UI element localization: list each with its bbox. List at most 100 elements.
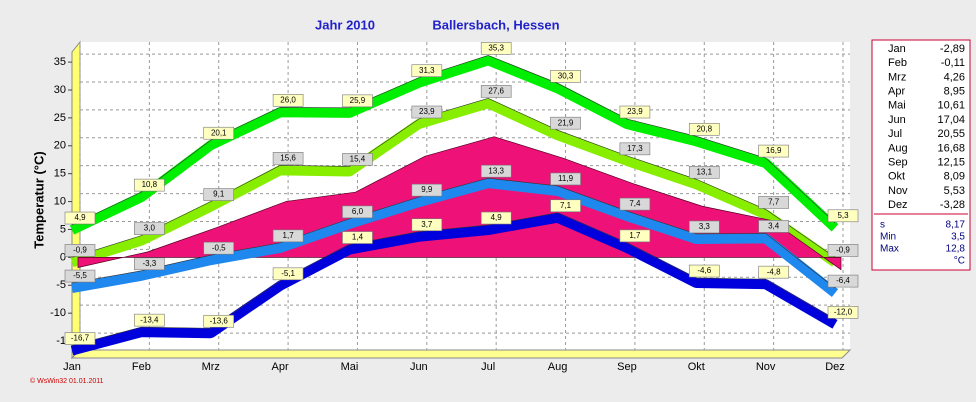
- series-edge: [71, 212, 836, 346]
- value-label: 13,1: [696, 167, 712, 176]
- value-label-box: [64, 332, 96, 345]
- value-label-box: [64, 269, 96, 283]
- panel-month: Okt: [888, 171, 905, 183]
- value-label-box: [827, 209, 859, 223]
- panel-value: 5,53: [944, 185, 965, 197]
- y-tick-label: -10: [50, 307, 66, 319]
- panel-value: 20,55: [937, 128, 965, 140]
- value-label: 1,4: [352, 233, 364, 242]
- chart-subtitle: Ballersbach, Hessen: [432, 17, 559, 32]
- y-tick-label: 20: [54, 140, 66, 152]
- panel-value: -0,11: [941, 57, 965, 69]
- value-label-box: [411, 105, 443, 119]
- panel-stat-value: 12,8: [946, 244, 966, 255]
- value-label-box: [758, 220, 789, 233]
- chart-title: Jahr 2010: [315, 17, 375, 32]
- x-tick-label: Jun: [410, 361, 428, 373]
- y-tick-label: 0: [60, 251, 66, 263]
- y-tick-label: 35: [54, 56, 66, 68]
- series-ribbon: [70, 98, 838, 268]
- value-label-box: [688, 165, 720, 179]
- x-tick-label: Mai: [341, 361, 359, 373]
- value-label-box: [480, 42, 512, 55]
- value-label: 9,9: [421, 185, 433, 194]
- value-label: 13,3: [488, 166, 504, 175]
- value-label: -0,9: [73, 246, 87, 255]
- value-label: 15,4: [350, 155, 366, 164]
- panel-stat-label: Min: [880, 232, 896, 243]
- value-label: -4,6: [697, 266, 711, 275]
- value-label: 27,6: [488, 86, 504, 95]
- value-label: 35,3: [488, 44, 504, 53]
- value-label-box: [134, 313, 165, 327]
- value-label: 1,7: [283, 231, 295, 240]
- y-axis-label: Temperatur (°C): [31, 151, 46, 248]
- value-label-box: [272, 152, 304, 165]
- value-label-box: [619, 197, 651, 211]
- y-tick-label: -5: [56, 279, 66, 291]
- footer: © WsWin32 01.01.2011: [30, 377, 104, 385]
- panel-month: Jan: [888, 43, 906, 55]
- x-tick-label: Jan: [63, 361, 81, 373]
- value-label: 3,4: [768, 222, 780, 231]
- panel-value: 4,26: [944, 71, 965, 83]
- value-label: 31,3: [419, 66, 435, 75]
- value-label: 7,1: [560, 201, 572, 210]
- value-label: -4,8: [767, 267, 781, 276]
- value-label-box: [64, 211, 96, 225]
- panel-stat-value: 8,17: [946, 220, 966, 231]
- value-label: 21,9: [558, 118, 574, 127]
- value-label-box: [134, 222, 165, 235]
- x-tick-label: Okt: [688, 361, 705, 373]
- value-label: 9,1: [213, 190, 225, 199]
- value-label-box: [758, 196, 789, 209]
- value-label-box: [411, 64, 443, 78]
- value-label-box: [758, 144, 789, 158]
- x-tick-label: Nov: [756, 361, 776, 373]
- value-label: 3,7: [421, 220, 433, 229]
- value-label-box: [134, 178, 165, 192]
- stats-panel: [871, 39, 971, 271]
- value-label-box: [411, 183, 443, 197]
- x-tick-label: Aug: [548, 361, 568, 373]
- value-label: 6,0: [352, 207, 364, 216]
- panel-month: Feb: [888, 57, 907, 69]
- value-label-box: [480, 164, 512, 178]
- value-label: 4,9: [491, 213, 503, 222]
- x-tick-label: Mrz: [202, 361, 220, 373]
- panel-value: 12,15: [937, 157, 965, 169]
- floor: [70, 349, 852, 359]
- value-label: 5,3: [837, 211, 849, 220]
- value-label-box: [480, 211, 512, 225]
- panel-value: 8,95: [944, 86, 965, 98]
- panel-month: Apr: [888, 86, 905, 98]
- panel-value: 16,68: [937, 142, 965, 154]
- panel-value: 10,61: [937, 100, 965, 112]
- x-tick-label: Apr: [272, 361, 289, 373]
- value-label-box: [411, 218, 443, 232]
- value-label: 4,9: [74, 213, 86, 222]
- value-label-box: [203, 126, 235, 140]
- value-label: -13,4: [140, 315, 159, 324]
- value-label-box: [272, 94, 304, 107]
- value-label: -0,9: [836, 246, 850, 255]
- value-label-box: [203, 314, 235, 328]
- value-label-box: [550, 70, 581, 83]
- value-label-box: [272, 267, 304, 281]
- panel-month: Mai: [888, 100, 906, 112]
- value-label: 3,0: [144, 224, 156, 233]
- value-label: 7,4: [629, 199, 641, 208]
- panel-stat-value: 3,5: [951, 232, 965, 243]
- value-label-box: [272, 229, 304, 243]
- panel-stat-label: s: [880, 220, 885, 231]
- value-label-box: [688, 123, 720, 136]
- value-label: -13,6: [210, 316, 229, 325]
- value-label-box: [342, 231, 373, 244]
- y-tick-label: 5: [60, 223, 66, 235]
- value-label: 23,9: [419, 107, 435, 116]
- value-label-box: [827, 244, 859, 257]
- y-tick-label: 30: [54, 84, 66, 96]
- x-tick-label: Sep: [617, 361, 637, 373]
- value-label: 20,8: [696, 124, 712, 133]
